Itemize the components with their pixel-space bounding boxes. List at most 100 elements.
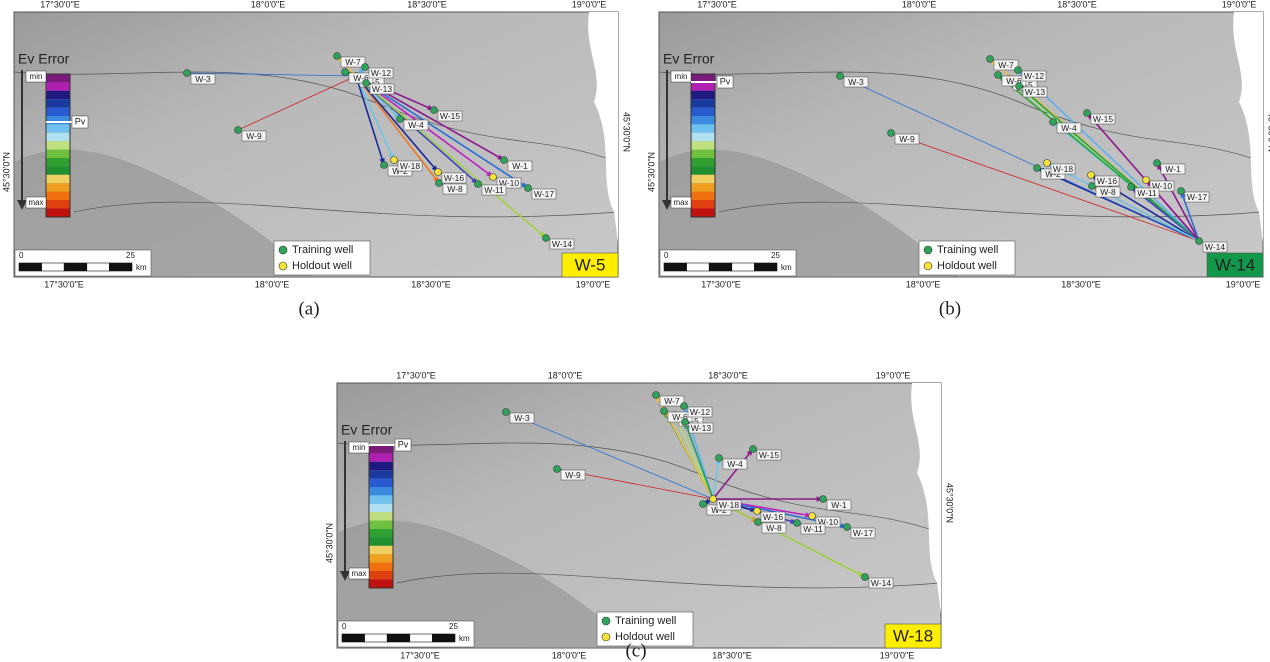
colorbar-band <box>46 208 70 216</box>
colorbar-band <box>46 200 70 208</box>
well-label: W-18 <box>1053 164 1073 174</box>
legend-training: Training well <box>615 615 676 627</box>
well-marker <box>987 56 994 63</box>
scale-segment <box>42 263 65 271</box>
legend-holdout-marker <box>924 262 932 270</box>
scale-mid: 25 <box>126 251 135 260</box>
colorbar-band <box>691 208 715 216</box>
well-marker <box>1154 160 1161 167</box>
scale-segment <box>664 263 687 271</box>
well-marker <box>888 130 895 137</box>
lon-label: 18°0'0"E <box>902 0 937 9</box>
scale-segment <box>432 634 455 642</box>
well-label: W-16 <box>763 512 783 522</box>
well-label: W-9 <box>565 470 581 480</box>
well-marker <box>342 69 349 76</box>
well-label: W-4 <box>1061 123 1077 133</box>
well-label: W-7 <box>345 57 361 67</box>
well-marker <box>1084 110 1091 117</box>
colorbar-band <box>691 116 715 124</box>
legend-training: Training well <box>292 244 353 256</box>
well-label: W-17 <box>1187 192 1207 202</box>
colorbar-band <box>46 141 70 149</box>
well-marker <box>995 72 1002 79</box>
well-marker <box>1128 184 1135 191</box>
colorbar-band <box>46 175 70 183</box>
colorbar-band <box>369 571 393 579</box>
lon-label: 17°30'0"E <box>701 279 741 289</box>
scale-segment <box>410 634 433 642</box>
pv-label: Pv <box>398 439 409 449</box>
colorbar-band <box>46 82 70 90</box>
well-label: W-17 <box>534 189 554 199</box>
well-marker <box>844 524 851 531</box>
colorbar-title: Ev Error <box>663 51 715 67</box>
well-label: W-15 <box>1093 114 1113 124</box>
well-marker <box>1089 183 1096 190</box>
lon-label: 18°0'0"E <box>906 279 941 289</box>
well-label: W-11 <box>803 524 823 534</box>
well-marker <box>475 181 482 188</box>
colorbar-band <box>691 99 715 107</box>
scale-segment <box>365 634 388 642</box>
well-marker <box>809 513 816 520</box>
lon-label: 18°0'0"E <box>255 279 290 289</box>
colorbar-band <box>369 537 393 545</box>
well-label: W-14 <box>552 239 572 249</box>
well-label: W-7 <box>998 60 1014 70</box>
colorbar-band <box>369 479 393 487</box>
lon-label: 18°30'0"E <box>411 279 451 289</box>
pv-label: Pv <box>720 76 731 86</box>
lon-label: 18°30'0"E <box>712 650 752 660</box>
legend-holdout: Holdout well <box>292 260 352 272</box>
well-label: W-16 <box>1097 176 1117 186</box>
well-marker <box>184 70 191 77</box>
map-panel: 17°30'0"E17°30'0"E18°0'0"E18°0'0"E18°30'… <box>1 0 631 289</box>
well-marker <box>750 446 757 453</box>
well-marker <box>1044 160 1051 167</box>
legend-holdout-marker <box>602 633 610 641</box>
well-marker <box>1034 165 1041 172</box>
well-marker <box>794 520 801 527</box>
well-label: W-12 <box>690 407 710 417</box>
well-label: W-14 <box>1205 242 1225 252</box>
scale-segment <box>87 263 110 271</box>
legend-training-marker <box>924 246 932 254</box>
lon-label: 17°30'0"E <box>40 0 80 9</box>
well-marker <box>381 162 388 169</box>
well-label: W-8 <box>766 523 782 533</box>
colorbar-band <box>46 158 70 166</box>
lon-label: 19°0'0"E <box>880 650 915 660</box>
colorbar-band <box>691 133 715 141</box>
colorbar-band <box>369 521 393 529</box>
lon-label: 18°30'0"E <box>407 0 447 9</box>
well-label: W-11 <box>1137 188 1157 198</box>
scale-mid: 25 <box>449 622 458 631</box>
scale-unit: km <box>459 634 470 643</box>
scale-zero: 0 <box>664 251 669 260</box>
colorbar-band <box>691 175 715 183</box>
target-label: W-14 <box>1215 255 1255 274</box>
lon-label: 17°30'0"E <box>697 0 737 9</box>
well-marker <box>363 80 370 87</box>
well-marker <box>525 185 532 192</box>
colorbar-band <box>691 158 715 166</box>
well-marker <box>235 127 242 134</box>
colorbar-band <box>369 495 393 503</box>
well-marker <box>1050 119 1057 126</box>
colorbar-min: min <box>30 72 43 81</box>
legend-holdout: Holdout well <box>937 260 997 272</box>
lat-label: 45°30'0"N <box>324 523 334 563</box>
colorbar-band <box>691 166 715 174</box>
colorbar-max: max <box>28 198 43 207</box>
well-label: W-18 <box>400 161 420 171</box>
well-label: W-13 <box>1025 87 1045 97</box>
well-marker <box>436 180 443 187</box>
lat-label: 45°30'0"N <box>646 152 656 192</box>
well-label: W-9 <box>899 134 915 144</box>
well-marker <box>710 496 717 503</box>
scale-zero: 0 <box>19 251 24 260</box>
well-marker <box>503 409 510 416</box>
lon-label: 19°0'0"E <box>1222 0 1257 9</box>
scale-zero: 0 <box>342 622 347 631</box>
